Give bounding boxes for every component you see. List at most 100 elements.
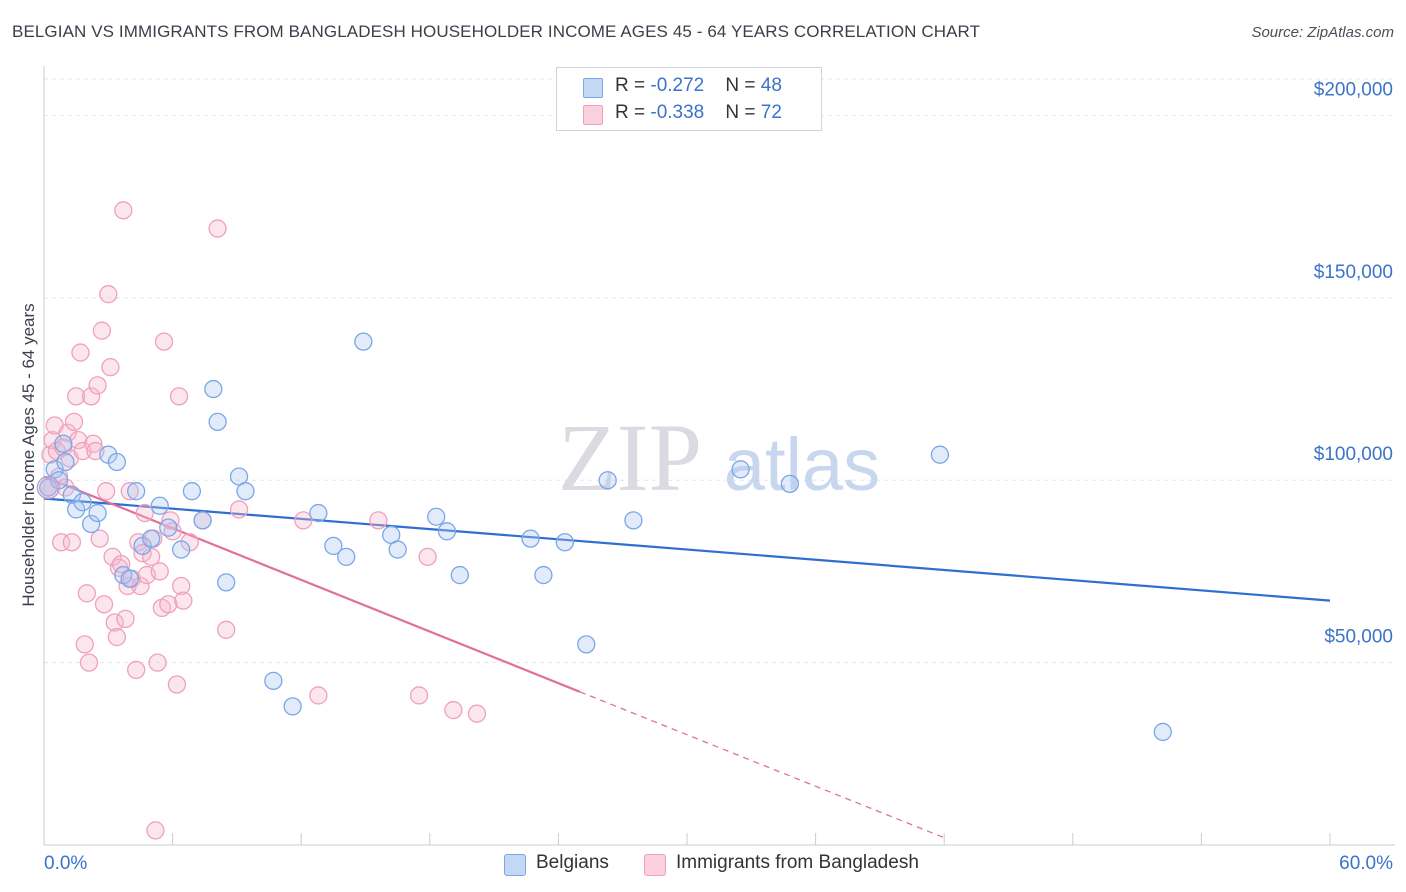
- belgian-point: [437, 522, 457, 541]
- bangladesh-point: [309, 686, 328, 705]
- belgian-point: [217, 573, 236, 592]
- x-axis-tick-labels: 0.0% 60.0%: [44, 853, 1393, 874]
- belgian-point: [88, 503, 107, 523]
- x-tick-label: 60.0%: [1339, 853, 1393, 874]
- belgian-point: [236, 482, 255, 501]
- legend-swatch-blue: [583, 78, 603, 98]
- y-tick-label: $50,000: [1324, 627, 1393, 648]
- bangladesh-point: [146, 821, 165, 840]
- watermark-atlas: atlas: [724, 423, 880, 506]
- belgian-point: [150, 496, 169, 515]
- bangladesh-point: [88, 376, 107, 395]
- bangladesh-point: [97, 482, 116, 501]
- belgian-point: [324, 536, 343, 556]
- bangladesh-point: [107, 627, 127, 647]
- bangladesh-point: [94, 595, 114, 614]
- bangladesh-point: [131, 576, 150, 596]
- stats-legend: R = -0.272 N = 48 R = -0.338 N = 72: [556, 67, 822, 131]
- bangladesh-point: [169, 387, 189, 406]
- bangladesh-point: [120, 482, 139, 501]
- x-tick-label: 0.0%: [44, 853, 87, 874]
- belgian-point: [172, 540, 191, 559]
- bangladesh-point: [112, 554, 131, 574]
- legend-swatch-pink: [583, 105, 603, 125]
- bangladesh-trend-extension: [579, 691, 945, 839]
- belgian-point: [780, 474, 800, 494]
- belgian-point: [427, 507, 446, 526]
- belgian-point: [309, 503, 328, 523]
- watermark: ZIP atlas: [558, 404, 880, 511]
- bangladesh-point: [135, 503, 154, 523]
- bangladesh-point: [64, 412, 84, 432]
- bangladesh-point: [116, 609, 135, 628]
- belgian-point: [193, 511, 212, 530]
- bangladesh-point: [69, 430, 88, 450]
- bangladesh-point: [418, 547, 437, 566]
- bangladesh-point: [229, 500, 249, 519]
- legend-n-label: N =: [725, 75, 761, 96]
- bangladesh-point: [92, 321, 112, 340]
- belgian-point: [208, 412, 227, 432]
- belgian-point: [82, 514, 101, 534]
- bottom-legend-swatch-pink: [644, 854, 666, 876]
- bangladesh-point: [71, 343, 90, 362]
- belgian-point: [127, 482, 146, 501]
- overlap-point: [36, 475, 60, 500]
- bangladesh-point: [114, 201, 133, 220]
- legend-n-label: N =: [725, 102, 761, 123]
- y-axis-label: Householder Income Ages 45 - 64 years: [19, 303, 38, 606]
- bangladesh-point: [82, 387, 101, 406]
- legend-n-value: 48: [760, 75, 782, 96]
- bangladesh-point: [154, 332, 174, 351]
- bangladesh-point: [43, 430, 62, 450]
- belgians-trend-line: [43, 497, 1331, 602]
- belgian-point: [598, 471, 617, 490]
- y-tick-label: $200,000: [1314, 79, 1393, 100]
- bangladesh-point: [105, 613, 124, 632]
- bangladesh-point: [467, 704, 487, 723]
- belgian-point: [450, 565, 469, 585]
- bangladesh-point: [58, 423, 77, 442]
- bangladesh-point: [75, 635, 94, 654]
- bangladesh-point: [217, 620, 236, 639]
- belgian-point: [337, 547, 356, 566]
- belgian-point: [107, 452, 127, 472]
- bangladesh-trend-line: [43, 475, 581, 693]
- bangladesh-point: [62, 533, 82, 552]
- belgian-point: [120, 569, 139, 588]
- belgian-point: [624, 511, 643, 530]
- belgian-point: [283, 697, 302, 716]
- data-points: [36, 201, 1172, 840]
- belgian-point: [555, 533, 574, 552]
- bangladesh-point: [409, 686, 429, 705]
- belgian-point: [388, 540, 407, 559]
- bangladesh-point: [159, 595, 178, 614]
- bangladesh-point: [167, 675, 187, 694]
- legend-r-label: R =: [615, 102, 651, 123]
- y-tick-label: $100,000: [1314, 444, 1393, 465]
- belgian-point: [45, 460, 64, 479]
- belgian-point: [731, 460, 750, 479]
- legend-n-value: 72: [760, 102, 782, 123]
- bangladesh-point: [174, 591, 193, 610]
- source-label: Source: ZipAtlas.com: [1251, 24, 1394, 41]
- bangladesh-point: [101, 358, 120, 377]
- bangladesh-point: [444, 700, 463, 720]
- belgian-point: [1153, 722, 1172, 742]
- belgian-point: [54, 434, 73, 453]
- belgian-point: [534, 565, 553, 585]
- belgian-point: [73, 492, 92, 512]
- belgian-point: [577, 635, 596, 654]
- belgian-point: [67, 500, 86, 519]
- belgian-point: [62, 485, 82, 504]
- bottom-legend-swatch-blue: [504, 854, 526, 876]
- bangladesh-point: [161, 511, 180, 530]
- bangladesh-point: [148, 653, 167, 672]
- bangladesh-point: [67, 387, 86, 406]
- belgian-point: [521, 529, 540, 548]
- trend-lines: [43, 475, 1331, 839]
- bangladesh-point: [99, 285, 118, 304]
- bangladesh-point: [84, 434, 103, 453]
- bangladesh-point: [51, 533, 71, 552]
